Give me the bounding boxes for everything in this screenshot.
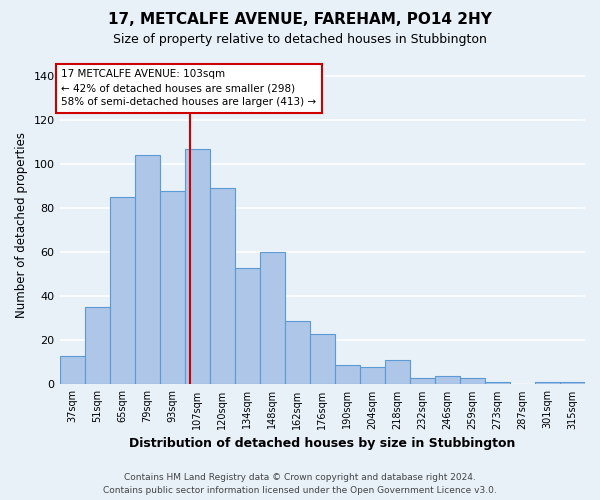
Bar — [535, 382, 560, 384]
X-axis label: Distribution of detached houses by size in Stubbington: Distribution of detached houses by size … — [129, 437, 515, 450]
Bar — [85, 308, 110, 384]
Bar — [285, 320, 310, 384]
Y-axis label: Number of detached properties: Number of detached properties — [15, 132, 28, 318]
Bar — [209, 188, 235, 384]
Bar — [560, 382, 585, 384]
Bar — [310, 334, 335, 384]
Bar — [134, 156, 160, 384]
Text: 17 METCALFE AVENUE: 103sqm
← 42% of detached houses are smaller (298)
58% of sem: 17 METCALFE AVENUE: 103sqm ← 42% of deta… — [61, 70, 316, 108]
Bar — [59, 356, 85, 384]
Bar — [235, 268, 260, 384]
Bar — [160, 190, 185, 384]
Bar — [185, 148, 209, 384]
Text: Size of property relative to detached houses in Stubbington: Size of property relative to detached ho… — [113, 32, 487, 46]
Bar — [410, 378, 435, 384]
Bar — [485, 382, 510, 384]
Bar — [110, 197, 134, 384]
Bar — [260, 252, 285, 384]
Bar — [385, 360, 410, 384]
Text: Contains HM Land Registry data © Crown copyright and database right 2024.
Contai: Contains HM Land Registry data © Crown c… — [103, 474, 497, 495]
Bar — [360, 367, 385, 384]
Bar — [335, 364, 360, 384]
Bar — [460, 378, 485, 384]
Bar — [435, 376, 460, 384]
Text: 17, METCALFE AVENUE, FAREHAM, PO14 2HY: 17, METCALFE AVENUE, FAREHAM, PO14 2HY — [108, 12, 492, 28]
